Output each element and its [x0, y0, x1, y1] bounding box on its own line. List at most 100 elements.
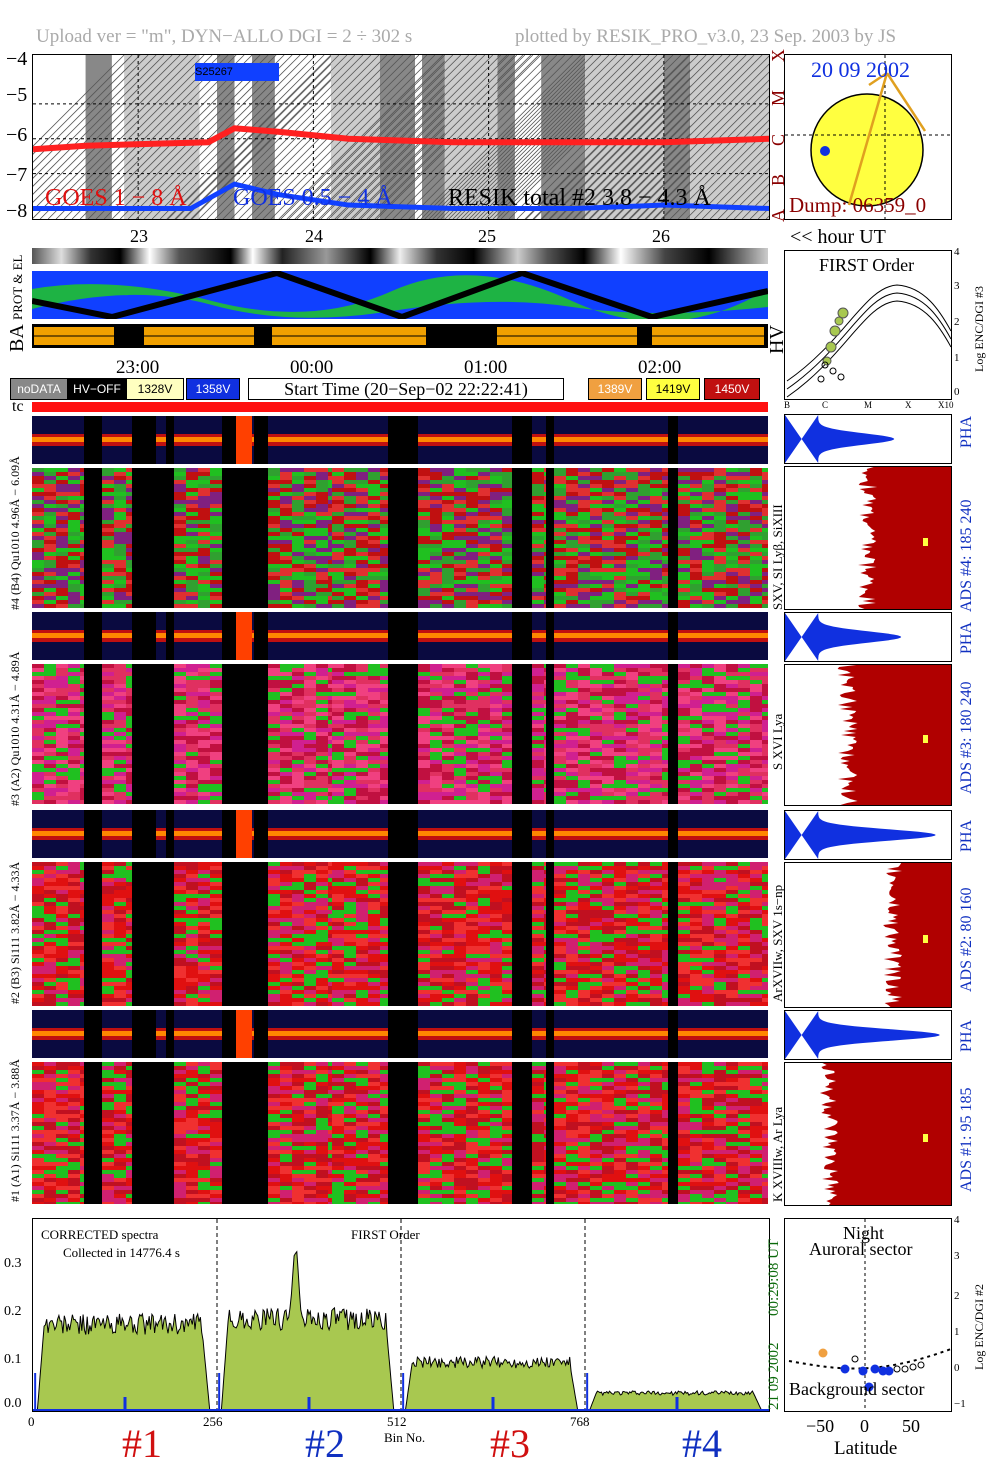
spectrogram-cell [602, 536, 614, 540]
spectrogram-cell [532, 684, 544, 688]
spectrogram-cell [650, 488, 662, 492]
spectrogram-cell [292, 748, 304, 752]
spectrogram-cell [332, 532, 344, 536]
spectrogram-cell [602, 800, 614, 804]
spectrogram-cell [304, 500, 316, 504]
spectrogram-cell [590, 712, 602, 716]
spectrogram-cell [356, 954, 368, 958]
pha-strip-2 [32, 810, 768, 858]
spectrogram-cell [614, 520, 626, 524]
spectrogram-cell [762, 584, 768, 588]
spectrogram-cell [478, 492, 490, 496]
spectrogram-cell [502, 688, 514, 692]
spectrogram-cell [56, 708, 68, 712]
spectrogram-cell [626, 692, 638, 696]
spectrogram-cell [380, 902, 392, 906]
spectrogram-cell [380, 866, 392, 870]
spectrogram-cell [690, 528, 702, 532]
spectrogram-cell [210, 890, 222, 894]
spectrogram-cell [614, 524, 626, 528]
spectrogram-cell [304, 914, 316, 918]
spectrogram-cell [738, 596, 750, 600]
spectrogram-cell [590, 724, 602, 728]
spectrogram-cell [750, 776, 762, 780]
spectrogram-cell [368, 596, 380, 600]
spectrogram-cell [702, 536, 714, 540]
spectrogram-cell [554, 684, 566, 688]
spectrogram-cell [442, 930, 454, 934]
spectrogram-cell [626, 796, 638, 800]
spectrogram-cell [304, 958, 316, 962]
spectrogram-cell [268, 500, 280, 504]
spectrogram-cell [174, 736, 186, 740]
spectrogram-cell [332, 548, 344, 552]
spectrogram-cell [762, 468, 768, 472]
spectrogram-cell [418, 978, 430, 982]
spectrogram-cell [114, 974, 126, 978]
spectrogram-cell [174, 476, 186, 480]
spectrogram-cell [102, 540, 114, 544]
spectrogram-cell [578, 528, 590, 532]
spectrogram-cell [44, 934, 56, 938]
spectrogram-cell [380, 472, 392, 476]
spectrogram-cell [356, 982, 368, 986]
spectrogram-cell [56, 600, 68, 604]
spectrogram-cell [490, 504, 502, 508]
spectrogram-cell [590, 764, 602, 768]
spectrogram-cell [332, 592, 344, 596]
spectrogram-cell [466, 930, 478, 934]
spectrogram-cell [442, 676, 454, 680]
spectrogram-cell [650, 712, 662, 716]
spectrogram-cell [316, 934, 328, 938]
spectrogram-cell [714, 796, 726, 800]
spectrogram-cell [44, 918, 56, 922]
spectrogram-cell [502, 966, 514, 970]
spectrogram-cell [418, 484, 430, 488]
spectrogram-cell [614, 468, 626, 472]
spectrogram-cell [454, 882, 466, 886]
spectrogram-cell [316, 926, 328, 930]
spectrogram-cell [174, 680, 186, 684]
spectrogram-cell [56, 520, 68, 524]
spectrogram-cell [750, 684, 762, 688]
spectrogram-cell [198, 874, 210, 878]
spectrogram-cell [466, 700, 478, 704]
spectrogram-cell [174, 946, 186, 950]
spectrogram-cell [356, 728, 368, 732]
spectrogram-cell [454, 934, 466, 938]
spectrogram-cell [502, 926, 514, 930]
fo-ytick: 2 [954, 316, 960, 328]
spectrogram-cell [466, 684, 478, 688]
spectrogram-cell [578, 536, 590, 540]
spectrogram-cell [418, 684, 430, 688]
spectrogram-cell [210, 1002, 222, 1006]
spectrogram-cell [762, 576, 768, 580]
spectrogram-cell [268, 492, 280, 496]
spectrogram-cell [678, 528, 690, 532]
spectrogram-cell [690, 492, 702, 496]
spectrogram-cell [102, 748, 114, 752]
spectrogram-cell [198, 584, 210, 588]
spectrogram-cell [268, 508, 280, 512]
spectrogram-cell [702, 524, 714, 528]
spectrogram-cell [304, 990, 316, 994]
spectrogram-cell [750, 732, 762, 736]
spectrogram-cell [44, 532, 56, 536]
spectrogram-cell [114, 914, 126, 918]
spectrogram-cell [590, 772, 602, 776]
spectrogram-cell [738, 664, 750, 668]
spectrogram-cell [466, 934, 478, 938]
spectrogram-cell [32, 692, 44, 696]
spectrogram-cell [442, 568, 454, 572]
spectrogram-cell [102, 886, 114, 890]
spectrogram-cell [478, 898, 490, 902]
spectrogram-cell [268, 712, 280, 716]
spectrogram-cell [292, 914, 304, 918]
spectrogram-cell [702, 732, 714, 736]
spectrogram-cell [490, 938, 502, 942]
spectrogram-cell [566, 472, 578, 476]
spectrogram-cell [502, 974, 514, 978]
spectrogram-cell [478, 544, 490, 548]
spectrogram-cell [356, 966, 368, 970]
spectrogram-cell [368, 564, 380, 568]
